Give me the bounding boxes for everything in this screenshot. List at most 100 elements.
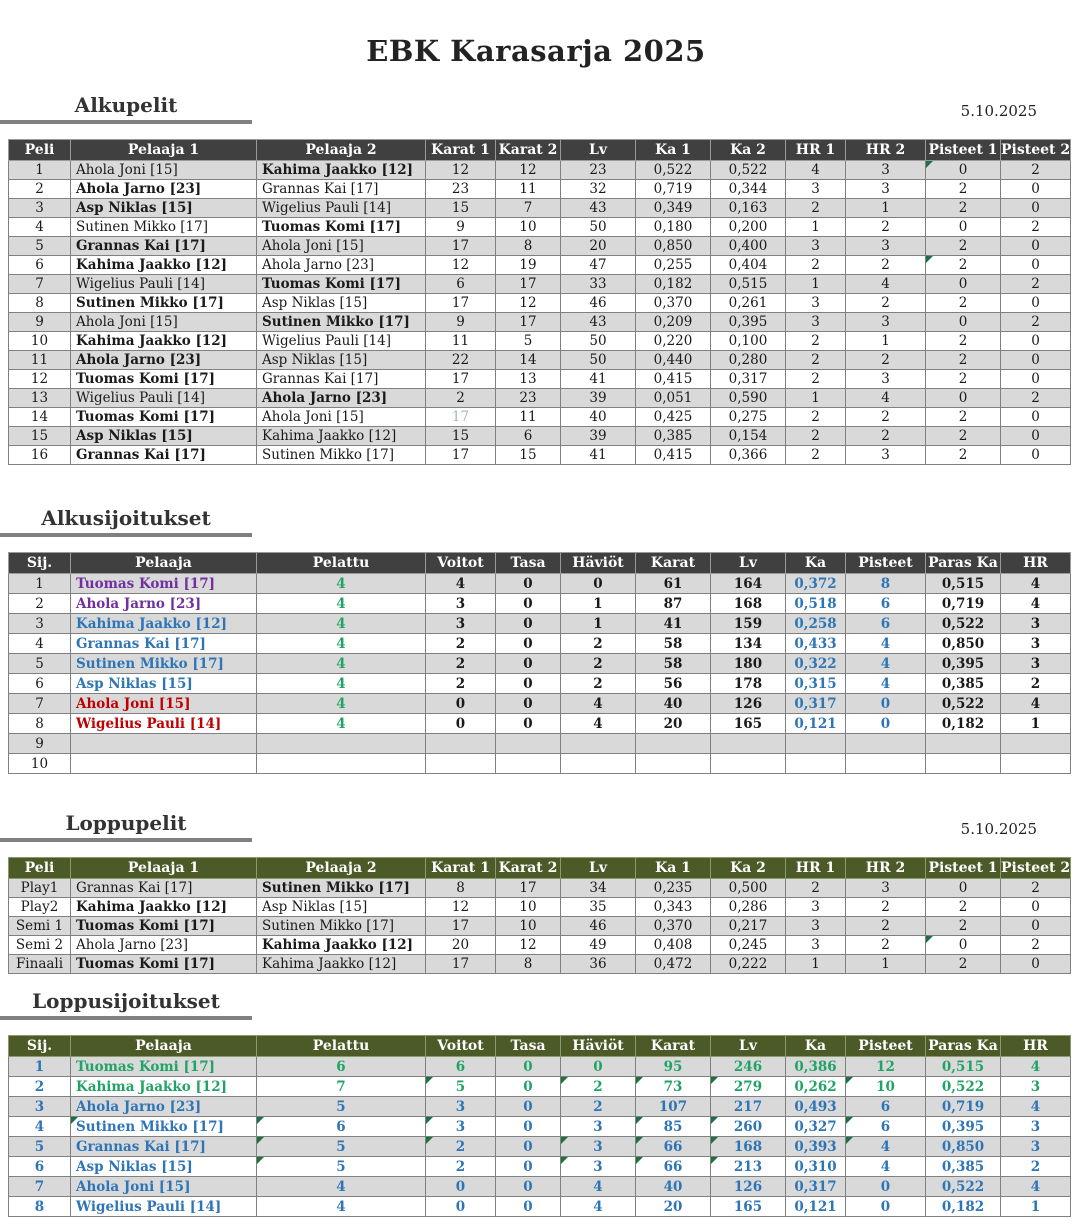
cell-hr-1[interactable]: 2	[785, 407, 846, 427]
cell-karat-1[interactable]: 9	[425, 312, 496, 332]
cell-karat-2[interactable]: 17	[495, 312, 561, 332]
cell-paras-ka[interactable]: 0,515	[925, 1056, 1001, 1077]
cell-tasa[interactable]: 0	[495, 1116, 561, 1137]
cell-karat[interactable]	[635, 733, 711, 754]
cell-karat-1[interactable]: 12	[425, 897, 496, 917]
cell-ka-2[interactable]: 0,280	[710, 350, 786, 370]
cell-pelattu[interactable]: 4	[256, 673, 426, 694]
cell-pisteet-1[interactable]: 2	[925, 350, 1001, 370]
cell-pelattu[interactable]: 6	[256, 1116, 426, 1137]
cell-pisteet-1[interactable]: 2	[925, 331, 1001, 351]
cell-karat[interactable]: 66	[635, 1136, 711, 1157]
cell-lv[interactable]: 39	[560, 388, 636, 408]
cell-pelaaja-2[interactable]: Sutinen Mikko [17]	[256, 916, 426, 936]
cell-ka-2[interactable]: 0,404	[710, 255, 786, 275]
cell-hr-2[interactable]: 2	[845, 935, 926, 955]
cell-voitot[interactable]	[425, 733, 496, 754]
cell-ka-1[interactable]: 0,415	[635, 369, 711, 389]
cell-pelaaja[interactable]	[70, 753, 257, 774]
cell-hr[interactable]	[1000, 733, 1071, 754]
cell-pelattu[interactable]: 4	[256, 653, 426, 674]
cell-sij[interactable]: 9	[8, 733, 71, 754]
cell-pelaaja-2[interactable]: Kahima Jaakko [12]	[256, 935, 426, 955]
cell-ka[interactable]: 0,372	[785, 573, 846, 594]
cell-pelaaja-2[interactable]: Asp Niklas [15]	[256, 897, 426, 917]
col-header-hr-2[interactable]: HR 2	[845, 857, 926, 879]
cell-pelaaja-1[interactable]: Ahola Joni [15]	[70, 160, 257, 180]
cell-pisteet-2[interactable]: 0	[999, 897, 1072, 917]
cell-karat-2[interactable]: 14	[495, 350, 561, 370]
cell-ka-2[interactable]: 0,217	[710, 916, 786, 936]
col-header-pelaaja-1[interactable]: Pelaaja 1	[70, 139, 257, 161]
cell-hr-1[interactable]: 1	[785, 274, 846, 294]
cell-karat-1[interactable]: 22	[425, 350, 496, 370]
cell-ka[interactable]: 0,258	[785, 613, 846, 634]
cell-pisteet[interactable]: 6	[845, 613, 926, 634]
cell-pelattu[interactable]: 4	[256, 633, 426, 654]
cell-sij[interactable]: 5	[8, 1136, 71, 1157]
cell-pelaaja[interactable]: Tuomas Komi [17]	[70, 573, 257, 594]
cell-lv[interactable]: 23	[560, 160, 636, 180]
cell-hr-1[interactable]: 2	[785, 331, 846, 351]
cell-voitot[interactable]: 2	[425, 1156, 496, 1177]
cell-peli[interactable]: Finaali	[8, 954, 71, 974]
cell-hr-1[interactable]: 2	[785, 878, 846, 898]
cell-hr-2[interactable]: 1	[845, 198, 926, 218]
cell-hr-2[interactable]: 2	[845, 916, 926, 936]
col-header-lv[interactable]: Lv	[560, 857, 636, 879]
cell-karat[interactable]: 61	[635, 573, 711, 594]
cell-voitot[interactable]: 2	[425, 1136, 496, 1157]
cell-ka[interactable]: 0,433	[785, 633, 846, 654]
cell-voitot[interactable]: 5	[425, 1076, 496, 1097]
cell-pelaaja[interactable]: Ahola Joni [15]	[70, 693, 257, 714]
cell-ka[interactable]: 0,121	[785, 1196, 846, 1217]
cell-pisteet[interactable]: 10	[845, 1076, 926, 1097]
col-header-pelattu[interactable]: Pelattu	[256, 552, 426, 574]
col-header-pelaaja[interactable]: Pelaaja	[70, 1035, 257, 1057]
cell-pisteet-2[interactable]: 0	[999, 198, 1072, 218]
cell-sij[interactable]: 2	[8, 1076, 71, 1097]
cell-ka[interactable]	[785, 753, 846, 774]
cell-tasa[interactable]	[495, 753, 561, 774]
cell-hr[interactable]: 4	[1000, 573, 1071, 594]
cell-hr-1[interactable]: 2	[785, 445, 846, 465]
cell-karat-2[interactable]: 12	[495, 160, 561, 180]
col-header-lv[interactable]: Lv	[710, 552, 786, 574]
cell-hr-2[interactable]: 2	[845, 255, 926, 275]
cell-hr-2[interactable]: 3	[845, 160, 926, 180]
cell-ka[interactable]: 0,121	[785, 713, 846, 734]
cell-lv[interactable]	[710, 753, 786, 774]
cell-ka-2[interactable]: 0,200	[710, 217, 786, 237]
cell-karat-2[interactable]: 5	[495, 331, 561, 351]
cell-tasa[interactable]: 0	[495, 1176, 561, 1197]
cell-haviot[interactable]: 3	[560, 1136, 636, 1157]
cell-ka-2[interactable]: 0,222	[710, 954, 786, 974]
cell-pelaaja-1[interactable]: Tuomas Komi [17]	[70, 916, 257, 936]
cell-pelaaja-1[interactable]: Tuomas Komi [17]	[70, 954, 257, 974]
cell-karat-1[interactable]: 6	[425, 274, 496, 294]
cell-karat-2[interactable]: 8	[495, 954, 561, 974]
cell-lv[interactable]: 165	[710, 1196, 786, 1217]
cell-pisteet[interactable]: 4	[845, 633, 926, 654]
cell-karat[interactable]: 73	[635, 1076, 711, 1097]
cell-pisteet-2[interactable]: 0	[999, 331, 1072, 351]
cell-pisteet-1[interactable]: 0	[925, 160, 1001, 180]
cell-hr-2[interactable]: 2	[845, 293, 926, 313]
cell-karat-2[interactable]: 23	[495, 388, 561, 408]
cell-karat-2[interactable]: 10	[495, 897, 561, 917]
cell-hr[interactable]: 3	[1000, 1116, 1071, 1137]
cell-ka-2[interactable]: 0,275	[710, 407, 786, 427]
cell-hr-1[interactable]: 3	[785, 916, 846, 936]
cell-pelaaja-1[interactable]: Sutinen Mikko [17]	[70, 293, 257, 313]
cell-pelaaja-2[interactable]: Sutinen Mikko [17]	[256, 445, 426, 465]
cell-ka-1[interactable]: 0,425	[635, 407, 711, 427]
cell-lv[interactable]: 159	[710, 613, 786, 634]
cell-pisteet[interactable]: 6	[845, 1096, 926, 1117]
cell-pelaaja-1[interactable]: Grannas Kai [17]	[70, 445, 257, 465]
cell-pisteet-2[interactable]: 0	[999, 954, 1072, 974]
cell-lv[interactable]: 50	[560, 217, 636, 237]
cell-lv[interactable]: 168	[710, 1136, 786, 1157]
cell-pelaaja-2[interactable]: Grannas Kai [17]	[256, 369, 426, 389]
col-header-karat-1[interactable]: Karat 1	[425, 139, 496, 161]
cell-paras-ka[interactable]: 0,182	[925, 1196, 1001, 1217]
